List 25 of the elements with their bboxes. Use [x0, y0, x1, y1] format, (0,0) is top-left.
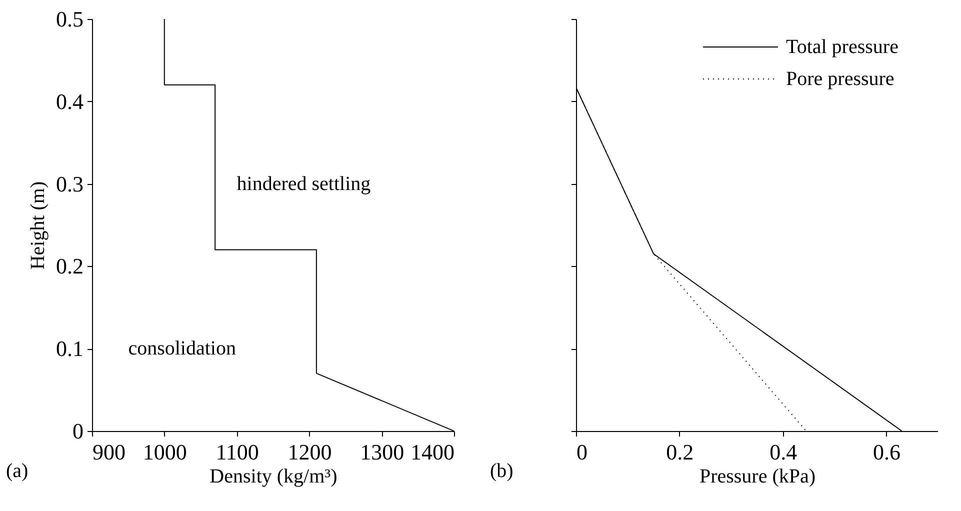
text: (a) [6, 460, 28, 482]
x-axis-title: Density (kg/m³) [210, 466, 338, 488]
y-axis-title: Height (m) [27, 181, 49, 270]
x-tick-label: 1300 [360, 440, 404, 464]
y-tick-label: 0.2 [56, 254, 84, 279]
x-tick-label: 0.2 [666, 440, 694, 464]
annotation: hindered settling [236, 172, 371, 195]
text: (b) [490, 460, 514, 482]
legend-label: Total pressure [786, 36, 899, 58]
y-tick-label: 0.5 [56, 6, 84, 32]
x-tick-label: 1400 [410, 440, 454, 464]
x-tick-label: 900 [92, 440, 126, 464]
x-tick-label: 1100 [216, 440, 259, 464]
x-tick-label: 0 [576, 440, 588, 464]
y-tick-label: 0.4 [56, 88, 84, 114]
legend-label: Pore pressure [786, 68, 894, 90]
y-tick-label: 0.3 [56, 171, 84, 196]
x-tick-label: 0.6 [873, 440, 901, 464]
x-tick-label: 1200 [288, 440, 332, 464]
x-tick-label: 1000 [142, 440, 187, 464]
x-tick-label: 0.4 [770, 440, 798, 464]
y-tick-label: 0.1 [56, 336, 84, 362]
y-tick-label: 0 [72, 418, 84, 444]
annotation: consolidation [128, 338, 236, 360]
x-axis-title: Pressure (kPa) [699, 466, 816, 488]
